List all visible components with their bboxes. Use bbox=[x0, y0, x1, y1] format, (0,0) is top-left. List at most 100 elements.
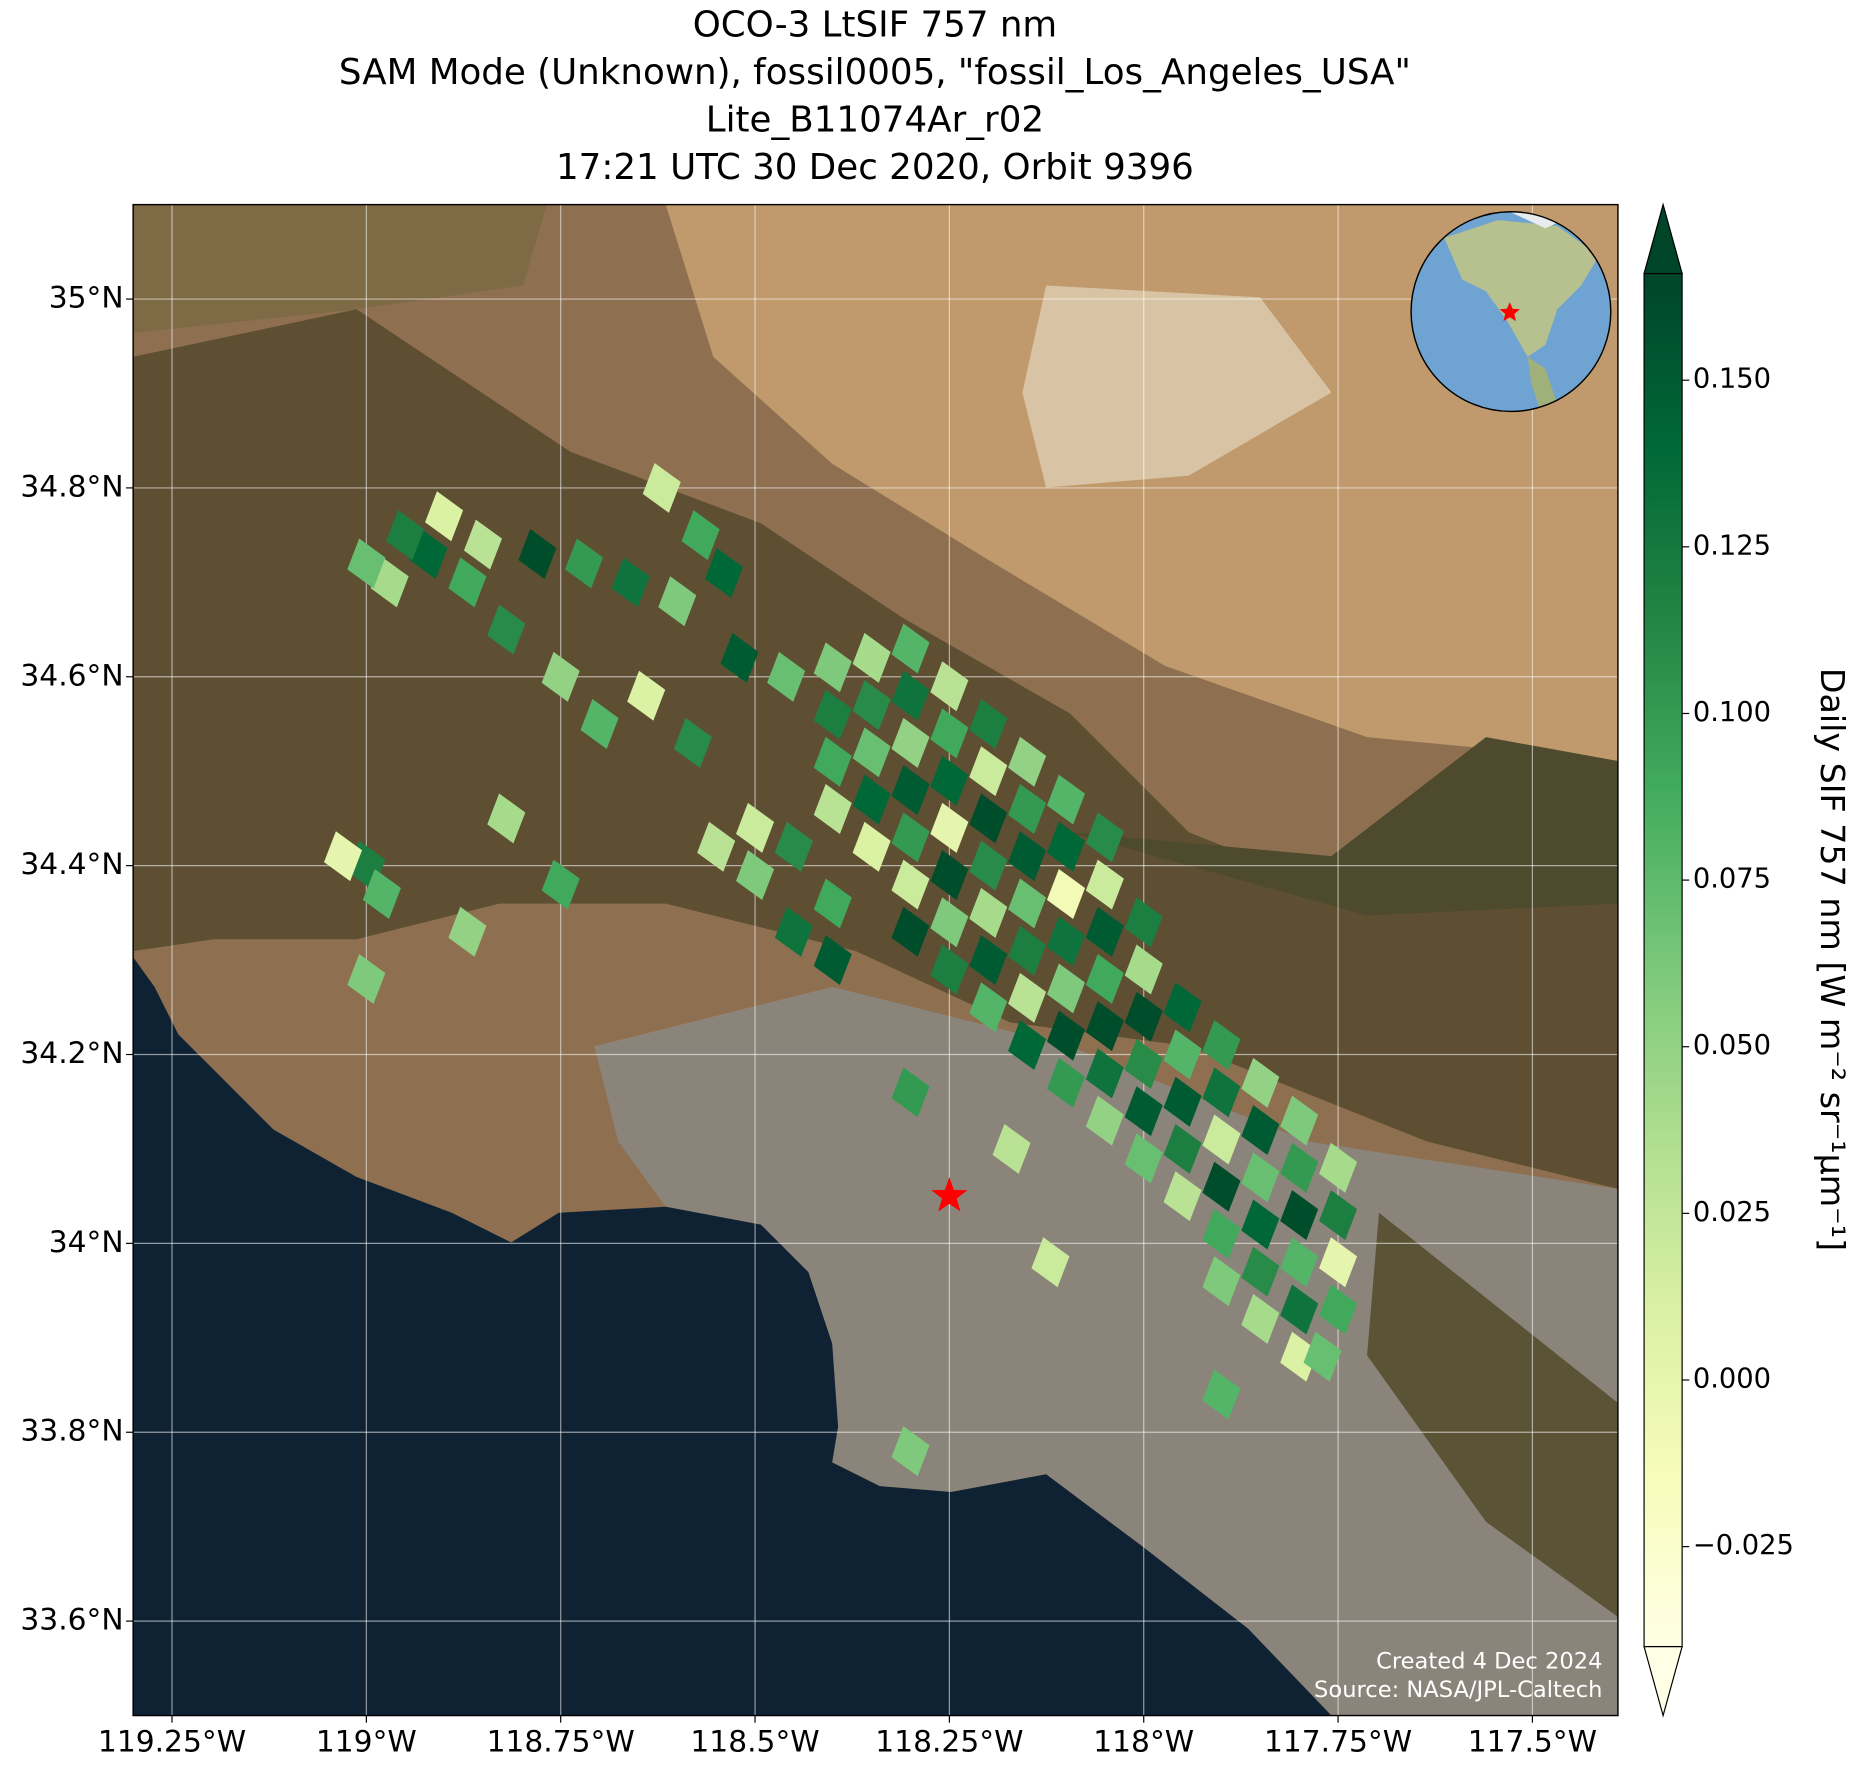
sif-cell bbox=[891, 670, 930, 721]
sif-cell bbox=[852, 774, 891, 825]
sif-cell bbox=[1008, 736, 1047, 787]
title-line: Lite_B11074Ar_r02 bbox=[706, 99, 1044, 140]
sif-cell bbox=[673, 717, 712, 768]
colorbar-tick-label: 0.000 bbox=[1693, 1363, 1771, 1394]
sif-cell bbox=[891, 623, 930, 674]
sif-cell bbox=[1280, 1095, 1319, 1146]
x-tick-label: 117.75°W bbox=[1264, 1724, 1412, 1759]
x-tick-label: 119°W bbox=[316, 1724, 417, 1759]
map-frame bbox=[132, 203, 1619, 1717]
sif-cell bbox=[1241, 1199, 1280, 1250]
sif-cell bbox=[1163, 1123, 1202, 1174]
sif-cell bbox=[813, 689, 852, 740]
sif-cell bbox=[324, 831, 363, 882]
sif-cell bbox=[1008, 972, 1047, 1023]
sif-cell bbox=[1163, 982, 1202, 1033]
sif-cell bbox=[1202, 1114, 1241, 1165]
title-line: 17:21 UTC 30 Dec 2020, Orbit 9396 bbox=[556, 147, 1194, 188]
sif-cell bbox=[1163, 1171, 1202, 1222]
sif-cell bbox=[891, 1067, 930, 1118]
sif-cell bbox=[658, 576, 697, 627]
globe-star bbox=[1499, 302, 1520, 322]
y-tick-label: 35°N bbox=[49, 281, 124, 316]
sif-cell bbox=[969, 793, 1008, 844]
colorbar-tick-label: 0.125 bbox=[1693, 530, 1771, 561]
colorbar-extend-top bbox=[1643, 202, 1683, 275]
x-tick-label: 117.5°W bbox=[1468, 1724, 1597, 1759]
sif-cell bbox=[969, 982, 1008, 1033]
sif-cell bbox=[1280, 1142, 1319, 1193]
sif-cell bbox=[1124, 991, 1163, 1042]
title-line: SAM Mode (Unknown), fossil0005, "fossil_… bbox=[339, 52, 1411, 93]
colorbar-tick-label: −0.025 bbox=[1693, 1530, 1794, 1561]
sif-cell bbox=[704, 547, 743, 598]
urban-area bbox=[594, 986, 1618, 1716]
sif-cell bbox=[852, 727, 891, 778]
y-tick-label: 34°N bbox=[49, 1225, 124, 1260]
sif-cell bbox=[1085, 1048, 1124, 1099]
sif-cell bbox=[891, 859, 930, 910]
sif-cell bbox=[564, 538, 604, 589]
colorbar-tick-label: 0.075 bbox=[1693, 864, 1771, 895]
colorbar: −0.025 0.000 0.025 0.050 0.075 0.100 0.125 0.15… bbox=[1643, 202, 1852, 1718]
colorbar-tick-label: 0.150 bbox=[1693, 364, 1771, 395]
sif-cell bbox=[930, 755, 969, 806]
sif-cell bbox=[1319, 1237, 1358, 1288]
sif-cell bbox=[518, 529, 557, 579]
sif-cell bbox=[1241, 1152, 1280, 1203]
sif-cell bbox=[1319, 1142, 1358, 1193]
sif-cell bbox=[1280, 1331, 1319, 1382]
sif-cell bbox=[1031, 1237, 1070, 1288]
colorbar-tick-label: 0.050 bbox=[1693, 1030, 1771, 1061]
sif-cell bbox=[1202, 1161, 1241, 1212]
sif-cell bbox=[969, 746, 1008, 797]
y-tick-label: 34.4°N bbox=[20, 847, 123, 882]
y-tick-label: 33.6°N bbox=[20, 1603, 123, 1638]
sif-cell bbox=[681, 510, 720, 561]
sif-cell bbox=[362, 869, 401, 919]
credit: Source: NASA/JPL-Caltech bbox=[1314, 1677, 1602, 1703]
sif-cell bbox=[1319, 1284, 1358, 1335]
colorbar-body bbox=[1643, 272, 1683, 1648]
sif-cells bbox=[324, 462, 1358, 1477]
colorbar-extend-bottom bbox=[1643, 1646, 1683, 1718]
sif-cell bbox=[487, 604, 526, 655]
sif-cell bbox=[448, 557, 487, 608]
sif-cell bbox=[1202, 1256, 1241, 1307]
sif-cell bbox=[930, 708, 969, 759]
sif-cell bbox=[930, 661, 969, 712]
sif-cell bbox=[992, 1123, 1031, 1174]
y-tick-label: 34.2°N bbox=[20, 1036, 123, 1071]
sif-cell bbox=[1124, 897, 1163, 948]
sif-cell bbox=[1008, 831, 1047, 882]
y-tick-label: 33.8°N bbox=[20, 1414, 123, 1449]
sif-cell bbox=[1085, 859, 1124, 910]
sif-cell bbox=[697, 821, 736, 872]
sif-cell bbox=[736, 802, 775, 853]
sif-cell bbox=[627, 670, 666, 721]
sif-cell bbox=[1046, 774, 1086, 825]
y-tick-label: 34.6°N bbox=[20, 658, 123, 693]
axes: 119.25°W 119°W 118.75°W 118.5°W 118.25°W 118°… bbox=[20, 281, 1597, 1760]
sif-cell bbox=[1280, 1284, 1319, 1335]
sif-cell bbox=[813, 935, 852, 986]
sif-cell bbox=[969, 887, 1008, 938]
sif-cell bbox=[969, 699, 1008, 749]
sif-cell bbox=[1085, 1095, 1124, 1146]
target-star bbox=[931, 1177, 968, 1212]
x-tick-label: 118.75°W bbox=[487, 1724, 635, 1759]
sif-cell bbox=[891, 717, 930, 768]
dry-lake bbox=[1022, 285, 1332, 488]
sif-cell bbox=[1046, 869, 1086, 919]
sif-cell bbox=[1008, 1020, 1047, 1071]
sif-cell bbox=[930, 802, 969, 853]
sif-cell bbox=[1046, 821, 1086, 872]
sif-cell bbox=[448, 906, 487, 957]
sif-cell bbox=[1280, 1190, 1319, 1241]
sif-cell bbox=[930, 897, 969, 948]
sif-cell bbox=[1124, 944, 1163, 995]
colorbar-tick-label: 0.100 bbox=[1693, 697, 1771, 728]
sif-cell bbox=[1202, 1020, 1241, 1071]
sif-cell bbox=[1124, 1086, 1163, 1137]
sif-cell bbox=[1085, 812, 1124, 863]
